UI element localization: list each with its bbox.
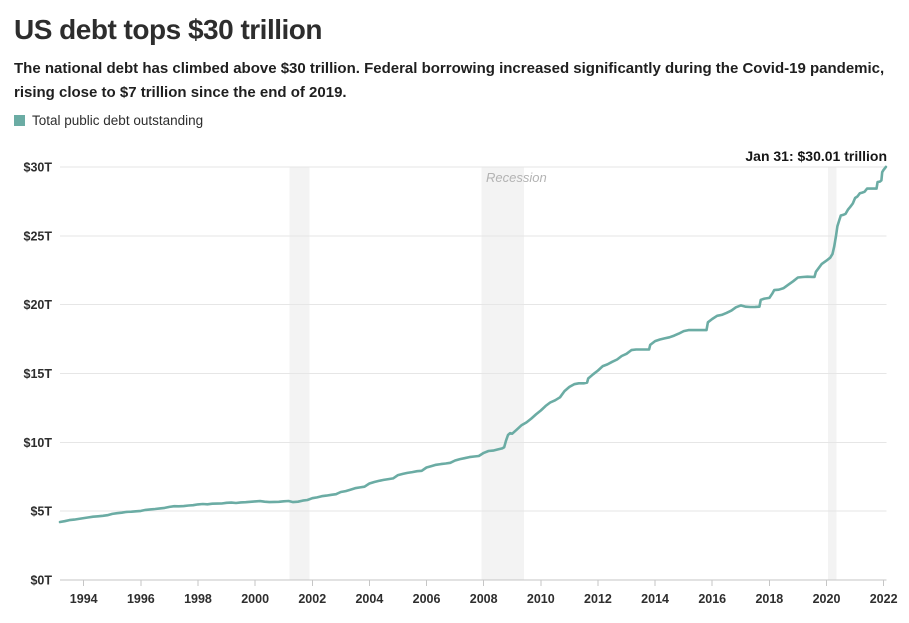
debt-line-chart: $0T $5T $10T $15T $20T $25T $30T 1994 1996 1998 20… <box>0 145 909 623</box>
x-axis-tick-label: 2014 <box>641 592 669 606</box>
x-axis-tick-label: 1998 <box>184 592 212 606</box>
debt-series-line <box>58 165 888 524</box>
y-axis-tick-label: $25T <box>24 229 53 243</box>
x-axis-tick-label: 2002 <box>298 592 326 606</box>
debt-chart-svg: $0T $5T $10T $15T $20T $25T $30T 1994 1996 1998 20… <box>24 161 898 607</box>
chart-subtitle: The national debt has climbed above $30 … <box>14 57 904 105</box>
legend-label: Total public debt outstanding <box>32 113 204 128</box>
x-axis-tick-label: 2012 <box>584 592 612 606</box>
x-axis-tick-label: 2022 <box>870 592 898 606</box>
subtitle-line-2: rising close to $7 trillion since the en… <box>14 84 347 101</box>
y-axis-tick-label: $0T <box>30 574 52 588</box>
y-axis-tick-label: $20T <box>24 298 53 312</box>
y-axis-tick-label: $5T <box>30 505 52 519</box>
x-axis-tick-label: 2000 <box>241 592 269 606</box>
subtitle-line-1: The national debt has climbed above $30 … <box>14 60 885 77</box>
x-axis-tick-label: 2008 <box>470 592 498 606</box>
x-axis-tick-label: 2010 <box>527 592 555 606</box>
y-axis-tick-label: $10T <box>24 436 53 450</box>
legend-swatch-icon <box>14 115 25 126</box>
x-axis-tick-label: 2004 <box>355 592 383 606</box>
x-axis-tick-label: 2018 <box>755 592 783 606</box>
latest-value-annotation: Jan 31: $30.01 trillion <box>745 148 887 164</box>
recession-band-label: Recession <box>486 170 547 185</box>
x-axis-tick-label: 2006 <box>413 592 441 606</box>
x-axis-tick-label: 2016 <box>698 592 726 606</box>
x-axis-tick-label: 2020 <box>813 592 841 606</box>
y-axis-tick-label: $15T <box>24 367 53 381</box>
x-axis-tick-label: 1996 <box>127 592 155 606</box>
y-axis-tick-label: $30T <box>24 161 53 175</box>
page-title: US debt tops $30 trillion <box>14 14 322 45</box>
x-axis-tick-label: 1994 <box>70 592 98 606</box>
legend: Total public debt outstanding <box>14 113 203 128</box>
